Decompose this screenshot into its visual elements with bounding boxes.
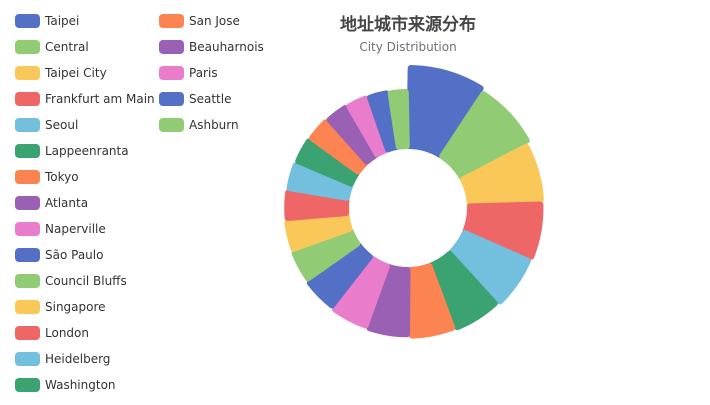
legend-item[interactable]: Taipei bbox=[15, 14, 79, 28]
legend-item[interactable]: Beauharnois bbox=[159, 40, 264, 54]
donut-slice[interactable] bbox=[462, 201, 544, 260]
donut-slice[interactable] bbox=[460, 143, 544, 208]
donut-slice[interactable] bbox=[406, 263, 456, 339]
donut-slice[interactable] bbox=[406, 65, 484, 159]
legend-swatch bbox=[15, 66, 40, 80]
legend-swatch bbox=[15, 196, 40, 210]
legend-label: Council Bluffs bbox=[45, 274, 127, 288]
legend-swatch bbox=[15, 378, 40, 392]
legend-item[interactable]: Paris bbox=[159, 66, 218, 80]
legend-label: Lappeenranta bbox=[45, 144, 129, 158]
donut-slice[interactable] bbox=[366, 264, 411, 338]
legend-item[interactable]: London bbox=[15, 326, 89, 340]
legend-label: São Paulo bbox=[45, 248, 104, 262]
legend-swatch bbox=[15, 326, 40, 340]
legend-item[interactable]: Seattle bbox=[159, 92, 231, 106]
legend-label: San Jose bbox=[189, 14, 240, 28]
legend-item[interactable]: São Paulo bbox=[15, 248, 103, 262]
chart-title: 地址城市来源分布 bbox=[340, 15, 476, 35]
legend-label: Taipei bbox=[45, 14, 80, 28]
legend-item[interactable]: Singapore bbox=[15, 300, 106, 314]
legend-swatch bbox=[159, 40, 184, 54]
legend-item[interactable]: Tokyo bbox=[15, 170, 79, 184]
legend-label: Atlanta bbox=[45, 196, 89, 210]
legend-item[interactable]: Lappeenranta bbox=[15, 144, 129, 158]
donut-slice[interactable] bbox=[439, 91, 530, 181]
legend-item[interactable]: Seoul bbox=[15, 118, 78, 132]
legend-label: Ashburn bbox=[189, 118, 239, 132]
legend-item[interactable]: Heidelberg bbox=[15, 352, 110, 366]
legend-swatch bbox=[15, 352, 40, 366]
legend-label: Heidelberg bbox=[45, 352, 111, 366]
legend-swatch bbox=[15, 92, 40, 106]
legend-item[interactable]: Naperville bbox=[15, 222, 106, 236]
legend-item[interactable]: Ashburn bbox=[159, 118, 239, 132]
legend-label: Paris bbox=[189, 66, 218, 80]
legend: Taipei Central Taipei City Frankfurt am Mai… bbox=[0, 0, 290, 405]
legend-swatch bbox=[159, 14, 184, 28]
legend-swatch bbox=[15, 300, 40, 314]
legend-swatch bbox=[159, 92, 184, 106]
legend-label: Singapore bbox=[45, 300, 106, 314]
legend-swatch bbox=[15, 118, 40, 132]
legend-label: Beauharnois bbox=[189, 40, 264, 54]
legend-swatch bbox=[159, 118, 184, 132]
donut-slice[interactable] bbox=[448, 229, 531, 305]
legend-label: Seattle bbox=[189, 92, 232, 106]
legend-swatch bbox=[15, 248, 40, 262]
legend-swatch bbox=[15, 14, 40, 28]
legend-label: Naperville bbox=[45, 222, 106, 236]
legend-swatch bbox=[159, 66, 184, 80]
legend-swatch bbox=[15, 144, 40, 158]
donut-slice[interactable] bbox=[387, 89, 410, 150]
legend-label: Tokyo bbox=[45, 170, 79, 184]
chart-subtitle: City Distribution bbox=[359, 40, 457, 54]
legend-label: Taipei City bbox=[45, 66, 107, 80]
legend-label: Seoul bbox=[45, 118, 79, 132]
legend-item[interactable]: Washington bbox=[15, 378, 116, 392]
donut-slice[interactable] bbox=[428, 250, 498, 331]
legend-label: London bbox=[45, 326, 89, 340]
legend-item[interactable]: Taipei City bbox=[15, 66, 107, 80]
legend-swatch bbox=[15, 170, 40, 184]
legend-item[interactable]: Atlanta bbox=[15, 196, 88, 210]
legend-swatch bbox=[15, 40, 40, 54]
legend-item[interactable]: San Jose bbox=[159, 14, 240, 28]
legend-swatch bbox=[15, 222, 40, 236]
legend-label: Washington bbox=[45, 378, 116, 392]
legend-label: Central bbox=[45, 40, 89, 54]
legend-swatch bbox=[15, 274, 40, 288]
legend-item[interactable]: Central bbox=[15, 40, 89, 54]
legend-item[interactable]: Frankfurt am Main bbox=[15, 92, 155, 106]
legend-label: Frankfurt am Main bbox=[45, 92, 155, 106]
legend-item[interactable]: Council Bluffs bbox=[15, 274, 127, 288]
